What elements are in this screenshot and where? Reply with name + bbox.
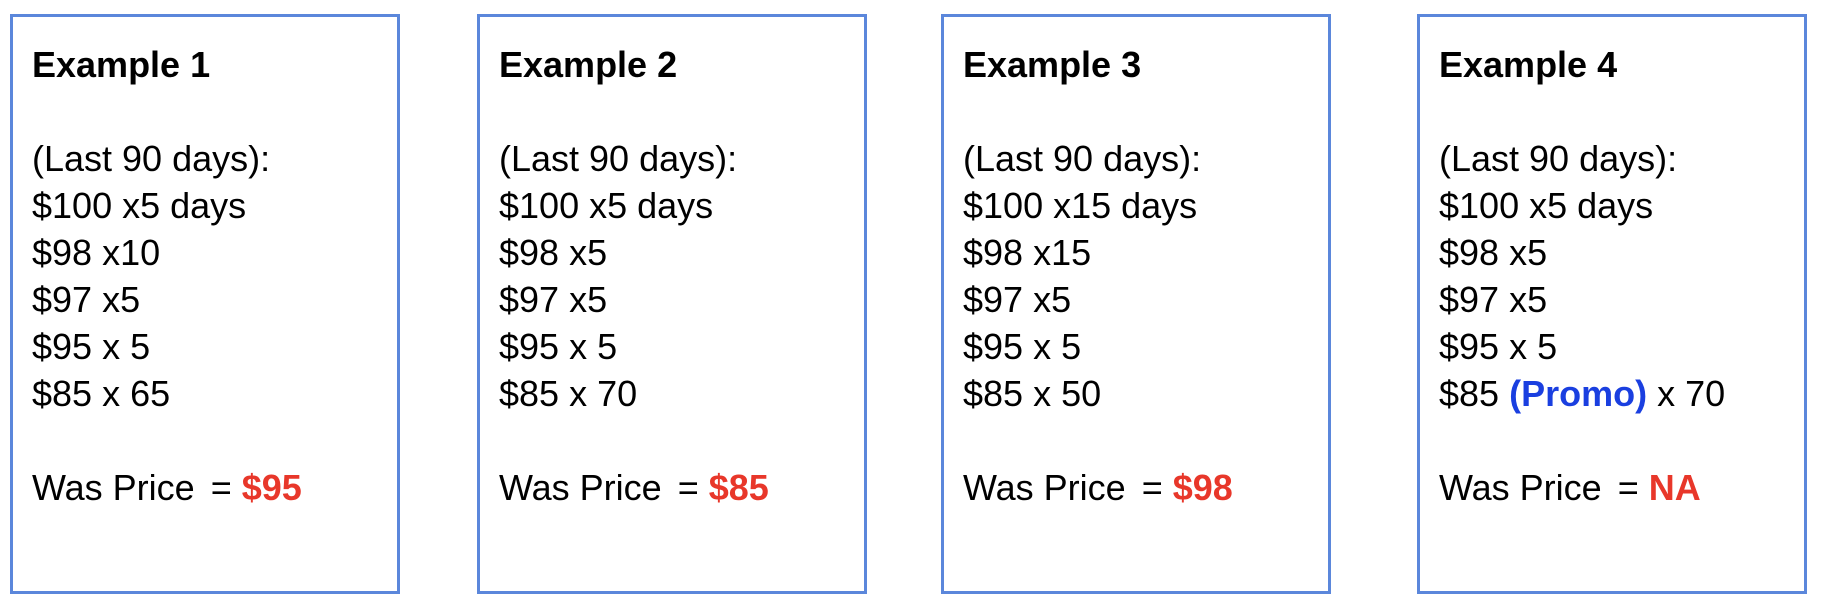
- price-line: $100 x5 days: [499, 185, 714, 226]
- was-price-row: Was Price = $85: [499, 464, 864, 511]
- equals-sign: =: [1617, 467, 1639, 508]
- price-line: $100 x15 days: [963, 185, 1198, 226]
- period-label: (Last 90 days):: [499, 138, 738, 179]
- was-price-label: Was Price: [1439, 467, 1602, 508]
- card-title: Example 2: [499, 44, 678, 85]
- example-card-4: Example 4 (Last 90 days): $100 x5 days $…: [1417, 14, 1807, 594]
- equals-sign: =: [210, 467, 232, 508]
- price-line: $85 x 65: [32, 373, 171, 414]
- was-price-row: Was Price = NA: [1439, 464, 1804, 511]
- was-price-row: Was Price = $98: [963, 464, 1328, 511]
- price-line: $95 x 5: [32, 326, 151, 367]
- price-line: $100 x5 days: [32, 185, 247, 226]
- price-line: $97 x5: [32, 279, 141, 320]
- promo-price: $85: [1439, 373, 1500, 414]
- price-line: $85 x 50: [963, 373, 1102, 414]
- price-line: $97 x5: [963, 279, 1072, 320]
- price-line: $95 x 5: [1439, 326, 1558, 367]
- price-line: $97 x5: [499, 279, 608, 320]
- price-line-promo: $85 (Promo) x 70: [1439, 370, 1804, 417]
- was-price-label: Was Price: [963, 467, 1126, 508]
- promo-tag: (Promo): [1509, 373, 1648, 414]
- card-title: Example 4: [1439, 44, 1618, 85]
- price-line: $98 x15: [963, 232, 1092, 273]
- card-title: Example 1: [32, 44, 211, 85]
- was-price-label: Was Price: [499, 467, 662, 508]
- promo-duration: x 70: [1657, 373, 1726, 414]
- card-title: Example 3: [963, 44, 1142, 85]
- was-price-label: Was Price: [32, 467, 195, 508]
- equals-sign: =: [1141, 467, 1163, 508]
- price-line: $98 x5: [1439, 232, 1548, 273]
- was-price-value: NA: [1648, 467, 1701, 508]
- example-card-2: Example 2 (Last 90 days): $100 x5 days $…: [477, 14, 867, 594]
- price-line: $98 x10: [32, 232, 161, 273]
- price-history-list: $100 x15 days $98 x15 $97 x5 $95 x 5 $85…: [963, 182, 1328, 417]
- period-label: (Last 90 days):: [32, 138, 271, 179]
- example-card-3: Example 3 (Last 90 days): $100 x15 days …: [941, 14, 1331, 594]
- period-label: (Last 90 days):: [1439, 138, 1678, 179]
- example-card-1: Example 1 (Last 90 days): $100 x5 days $…: [10, 14, 400, 594]
- price-history-list: $100 x5 days $98 x5 $97 x5 $95 x 5 $85 (…: [1439, 182, 1804, 417]
- was-price-value: $98: [1172, 467, 1233, 508]
- was-price-value: $95: [241, 467, 302, 508]
- equals-sign: =: [677, 467, 699, 508]
- price-line: $85 x 70: [499, 373, 638, 414]
- price-line: $100 x5 days: [1439, 185, 1654, 226]
- price-line: $95 x 5: [963, 326, 1082, 367]
- price-history-list: $100 x5 days $98 x5 $97 x5 $95 x 5 $85 x…: [499, 182, 864, 417]
- price-line: $95 x 5: [499, 326, 618, 367]
- was-price-value: $85: [708, 467, 769, 508]
- was-price-row: Was Price = $95: [32, 464, 397, 511]
- price-history-list: $100 x5 days $98 x10 $97 x5 $95 x 5 $85 …: [32, 182, 397, 417]
- price-line: $97 x5: [1439, 279, 1548, 320]
- price-line: $98 x5: [499, 232, 608, 273]
- period-label: (Last 90 days):: [963, 138, 1202, 179]
